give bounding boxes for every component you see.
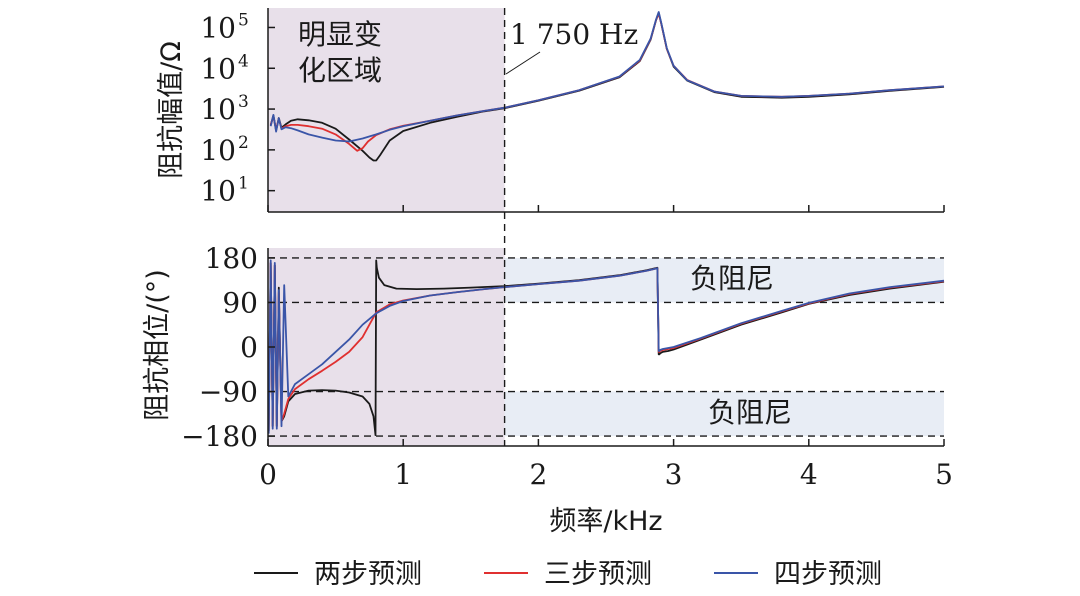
phase-y-ticks: 180 90 0 −90 −180 (181, 242, 275, 453)
phase-x-tick-label: 1 (394, 458, 412, 491)
magnitude-y-tick-label: 10 (200, 93, 236, 126)
magnitude-y-tick-exponent: 1 (238, 174, 249, 194)
phase-x-tick-label: 0 (259, 458, 277, 491)
frequency-marker-leader (505, 51, 541, 75)
phase-y-tick-label: 180 (205, 242, 258, 275)
phase-x-tick-label: 4 (800, 458, 818, 491)
legend-label-two-step: 两步预测 (314, 559, 422, 590)
magnitude-y-tick-label: 10 (200, 11, 236, 44)
frequency-x-label: 频率/kHz (549, 506, 662, 537)
magnitude-line-four-step (269, 11, 945, 143)
frequency-marker-label: 1 750 Hz (510, 18, 638, 51)
phase-y-tick-label: −180 (181, 420, 258, 453)
legend-label-four-step: 四步预测 (774, 559, 882, 590)
phase-panel: 180 90 0 −90 −180 0 1 2 3 4 5 负阻尼 负阻尼 阻抗相位/(°) 频率… (142, 212, 953, 537)
magnitude-y-tick-label: 10 (200, 175, 236, 208)
legend-item-two-step: 两步预测 (254, 559, 422, 590)
phase-y-tick-label: 0 (240, 331, 258, 364)
magnitude-y-tick-label: 10 (200, 52, 236, 85)
magnitude-y-label: 阻抗幅值/Ω (156, 41, 187, 179)
obvious-change-region (268, 8, 505, 212)
negative-damping-label-lower: 负阻尼 (708, 396, 792, 429)
legend-item-three-step: 三步预测 (484, 559, 652, 590)
negative-damping-label-upper: 负阻尼 (690, 262, 774, 295)
magnitude-y-tick-exponent: 3 (238, 92, 249, 112)
phase-reference-lines (268, 257, 944, 437)
magnitude-y-tick-exponent: 5 (238, 10, 249, 30)
phase-x-tick-label: 3 (665, 458, 683, 491)
phase-y-tick-label: 90 (222, 286, 258, 319)
obvious-change-region (268, 248, 505, 446)
legend-label-three-step: 三步预测 (544, 559, 652, 590)
phase-x-tick-label: 2 (529, 458, 547, 491)
magnitude-y-tick-label: 10 (200, 134, 236, 167)
magnitude-series-group (269, 11, 945, 162)
magnitude-x-ticks (267, 205, 945, 212)
legend: 两步预测 三步预测 四步预测 (254, 559, 882, 590)
region-label-line2: 化区域 (298, 54, 382, 87)
legend-item-four-step: 四步预测 (714, 559, 882, 590)
magnitude-y-tick-exponent: 4 (238, 51, 249, 71)
phase-y-label: 阻抗相位/(°) (142, 269, 173, 421)
phase-x-tick-label: 5 (935, 458, 953, 491)
phase-y-tick-label: −90 (199, 376, 258, 409)
phase-line-four-step (267, 259, 945, 434)
phase-x-ticks: 0 1 2 3 4 5 (259, 439, 953, 491)
phase-series-group (267, 259, 945, 437)
region-label-line1: 明显变 (298, 18, 382, 51)
magnitude-y-tick-exponent: 2 (238, 133, 249, 153)
